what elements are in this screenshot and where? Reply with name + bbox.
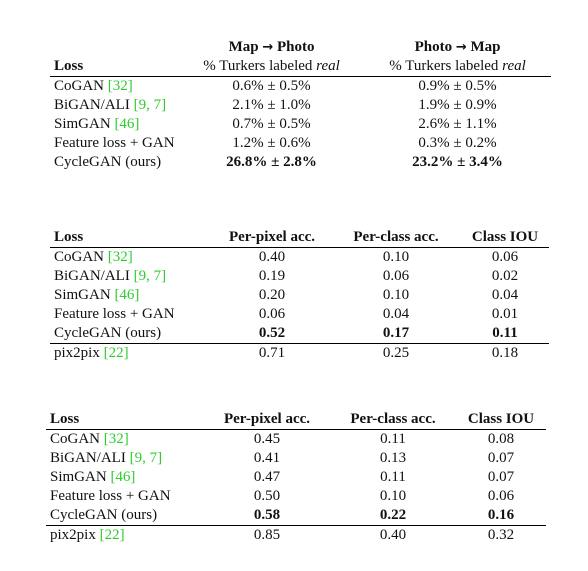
row-name: SimGAN [46] <box>50 469 136 485</box>
row-name: BiGAN/ALI [9, 7] <box>54 268 167 284</box>
table-row: SimGAN [46] 0.47 0.11 0.07 <box>46 468 546 487</box>
table-row: CycleGAN (ours) 0.52 0.17 0.11 <box>50 324 549 344</box>
cell: 0.06 <box>382 268 410 284</box>
segmentation-table-2: Loss Per-pixel acc. Per-class acc. Class… <box>46 410 546 545</box>
table-row: CoGAN [32] 0.45 0.11 0.08 <box>46 430 546 450</box>
cell: 0.3% ± 0.2% <box>418 135 497 151</box>
per-class-header: Per-class acc. <box>331 228 461 248</box>
table-row: Feature loss + GAN 0.06 0.04 0.01 <box>50 305 549 324</box>
class-iou-header: Class IOU <box>461 228 549 248</box>
cell: 0.45 <box>253 431 281 447</box>
cell: 0.40 <box>330 525 456 545</box>
map-to-photo-header: Map → Photo <box>228 39 315 55</box>
loss-spacer <box>50 38 179 57</box>
row-name: CycleGAN (ours) <box>54 325 162 341</box>
cell: 2.1% ± 1.0% <box>232 97 311 113</box>
cell: 0.08 <box>487 431 515 447</box>
table-row: CycleGAN (ours) 0.58 0.22 0.16 <box>46 506 546 526</box>
cell: 0.11 <box>380 469 406 485</box>
cell: 0.52 <box>258 325 286 341</box>
cell: 0.71 <box>213 343 331 363</box>
cell: 0.06 <box>491 249 519 265</box>
cell: 0.11 <box>492 325 518 341</box>
cell: 0.25 <box>331 343 461 363</box>
table-row: SimGAN [46] 0.20 0.10 0.04 <box>50 286 549 305</box>
cell: 0.7% ± 0.5% <box>232 116 311 132</box>
cell: 0.04 <box>382 306 410 322</box>
cell: 0.10 <box>382 287 410 303</box>
map-to-photo-subheader: % Turkers labeled real <box>178 57 365 77</box>
cell: 0.07 <box>487 469 515 485</box>
cell: 0.13 <box>379 450 407 466</box>
row-name: CoGAN [32] <box>54 78 133 94</box>
loss-header: Loss <box>46 410 204 430</box>
row-name: CoGAN [32] <box>50 431 129 447</box>
turkers-table: Map → Photo Photo → Map Loss % Turkers l… <box>50 38 551 172</box>
per-class-header: Per-class acc. <box>330 410 456 430</box>
cell: 26.8% ± 2.8% <box>226 154 317 170</box>
row-name: pix2pix [22] <box>46 525 204 545</box>
cell: 0.06 <box>487 488 515 504</box>
cell: 0.04 <box>491 287 519 303</box>
cell: 1.2% ± 0.6% <box>232 135 311 151</box>
cell: 0.50 <box>253 488 281 504</box>
photo-to-map-subheader: % Turkers labeled real <box>364 57 551 77</box>
cell: 1.9% ± 0.9% <box>418 97 497 113</box>
table-row: pix2pix [22] 0.71 0.25 0.18 <box>50 343 549 363</box>
cell: 0.40 <box>258 249 286 265</box>
row-name: pix2pix [22] <box>50 343 213 363</box>
cell: 0.18 <box>461 343 549 363</box>
row-name: Feature loss + GAN <box>54 135 175 151</box>
cell: 0.19 <box>258 268 286 284</box>
cell: 0.47 <box>253 469 281 485</box>
table-row: Feature loss + GAN 0.50 0.10 0.06 <box>46 487 546 506</box>
cell: 23.2% ± 3.4% <box>412 154 503 170</box>
row-name: CycleGAN (ours) <box>54 154 162 170</box>
photo-to-map-header: Photo → Map <box>414 39 501 55</box>
cell: 0.20 <box>258 287 286 303</box>
table-row: SimGAN [46] 0.7% ± 0.5% 2.6% ± 1.1% <box>50 115 551 134</box>
cell: 0.41 <box>253 450 281 466</box>
cell: 0.22 <box>379 507 407 523</box>
row-name: SimGAN [46] <box>54 116 140 132</box>
table-row: BiGAN/ALI [9, 7] 0.41 0.13 0.07 <box>46 449 546 468</box>
cell: 0.6% ± 0.5% <box>232 78 311 94</box>
cell: 0.01 <box>491 306 519 322</box>
row-name: SimGAN [46] <box>54 287 140 303</box>
cell: 0.10 <box>379 488 407 504</box>
cell: 0.85 <box>204 525 330 545</box>
row-name: CycleGAN (ours) <box>50 507 158 523</box>
table-row: Feature loss + GAN 1.2% ± 0.6% 0.3% ± 0.… <box>50 134 551 153</box>
row-name: Feature loss + GAN <box>54 306 175 322</box>
row-name: Feature loss + GAN <box>50 488 171 504</box>
per-pixel-header: Per-pixel acc. <box>204 410 330 430</box>
cell: 0.58 <box>253 507 281 523</box>
table-row: CoGAN [32] 0.6% ± 0.5% 0.9% ± 0.5% <box>50 77 551 97</box>
cell: 0.07 <box>487 450 515 466</box>
cell: 0.02 <box>491 268 519 284</box>
row-name: BiGAN/ALI [9, 7] <box>50 450 163 466</box>
class-iou-header: Class IOU <box>456 410 546 430</box>
table-row: pix2pix [22] 0.85 0.40 0.32 <box>46 525 546 545</box>
cell: 0.32 <box>456 525 546 545</box>
cell: 2.6% ± 1.1% <box>418 116 497 132</box>
loss-header: Loss <box>50 57 179 77</box>
table-row: CoGAN [32] 0.40 0.10 0.06 <box>50 248 549 268</box>
loss-header: Loss <box>50 228 213 248</box>
per-pixel-header: Per-pixel acc. <box>213 228 331 248</box>
row-name: BiGAN/ALI [9, 7] <box>54 97 167 113</box>
cell: 0.17 <box>382 325 410 341</box>
cell: 0.06 <box>258 306 286 322</box>
table-row: BiGAN/ALI [9, 7] 2.1% ± 1.0% 1.9% ± 0.9% <box>50 96 551 115</box>
table-row: CycleGAN (ours) 26.8% ± 2.8% 23.2% ± 3.4… <box>50 153 551 172</box>
table-row: BiGAN/ALI [9, 7] 0.19 0.06 0.02 <box>50 267 549 286</box>
cell: 0.16 <box>487 507 515 523</box>
segmentation-table-1: Loss Per-pixel acc. Per-class acc. Class… <box>50 228 549 363</box>
cell: 0.9% ± 0.5% <box>418 78 497 94</box>
row-name: CoGAN [32] <box>54 249 133 265</box>
cell: 0.10 <box>382 249 410 265</box>
cell: 0.11 <box>380 431 406 447</box>
